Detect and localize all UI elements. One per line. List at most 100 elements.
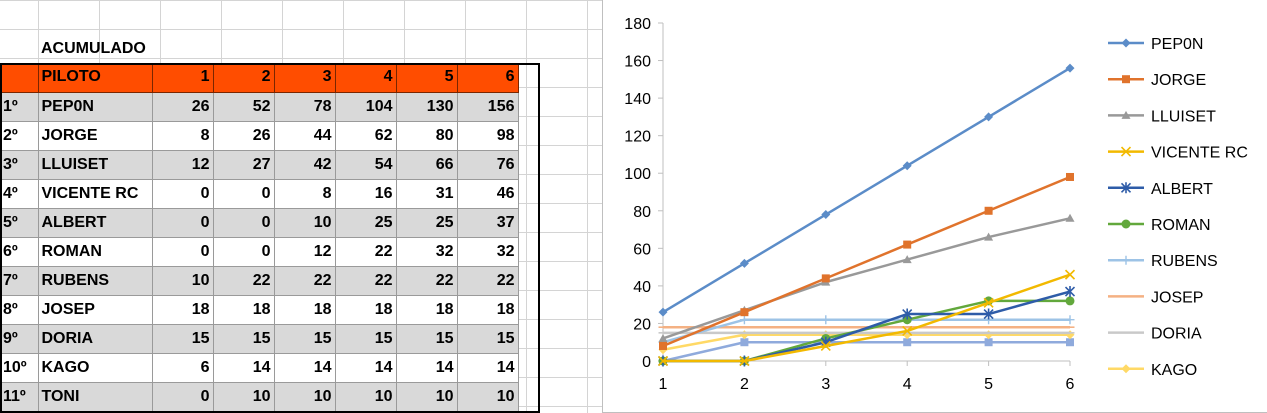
- value-cell[interactable]: 78: [274, 92, 336, 122]
- value-cell[interactable]: 26: [152, 92, 214, 122]
- value-cell[interactable]: 14: [396, 353, 458, 383]
- position-cell[interactable]: 1º: [0, 92, 39, 122]
- value-cell[interactable]: 10: [396, 382, 458, 412]
- header-cell-piloto[interactable]: PILOTO: [38, 63, 153, 93]
- table-row: 3º LLUISET 12 27 42 54 66 76: [0, 150, 519, 180]
- y-tick-label: 160: [624, 54, 651, 71]
- position-cell[interactable]: 9º: [0, 324, 39, 354]
- value-cell[interactable]: 0: [152, 208, 214, 238]
- value-cell[interactable]: 18: [213, 295, 275, 325]
- value-cell[interactable]: 18: [396, 295, 458, 325]
- pilot-name-cell[interactable]: VICENTE RC: [38, 179, 153, 209]
- position-cell[interactable]: 5º: [0, 208, 39, 238]
- value-cell[interactable]: 10: [457, 382, 519, 412]
- value-cell[interactable]: 14: [213, 353, 275, 383]
- value-cell[interactable]: 10: [274, 382, 336, 412]
- value-cell[interactable]: 18: [152, 295, 214, 325]
- value-cell[interactable]: 37: [457, 208, 519, 238]
- value-cell[interactable]: 8: [274, 179, 336, 209]
- header-cell-race-4[interactable]: 4: [335, 63, 397, 93]
- header-cell-blank[interactable]: [0, 63, 39, 93]
- value-cell[interactable]: 52: [213, 92, 275, 122]
- position-cell[interactable]: 4º: [0, 179, 39, 209]
- value-cell[interactable]: 130: [396, 92, 458, 122]
- position-cell[interactable]: 3º: [0, 150, 39, 180]
- pilot-name-cell[interactable]: ALBERT: [38, 208, 153, 238]
- pilot-name-cell[interactable]: JOSEP: [38, 295, 153, 325]
- value-cell[interactable]: 15: [152, 324, 214, 354]
- value-cell[interactable]: 44: [274, 121, 336, 151]
- value-cell[interactable]: 22: [457, 266, 519, 296]
- value-cell[interactable]: 15: [396, 324, 458, 354]
- value-cell[interactable]: 54: [335, 150, 397, 180]
- value-cell[interactable]: 10: [152, 266, 214, 296]
- value-cell[interactable]: 15: [213, 324, 275, 354]
- value-cell[interactable]: 62: [335, 121, 397, 151]
- value-cell[interactable]: 10: [213, 382, 275, 412]
- value-cell[interactable]: 18: [335, 295, 397, 325]
- pilot-name-cell[interactable]: ROMAN: [38, 237, 153, 267]
- pilot-name-cell[interactable]: KAGO: [38, 353, 153, 383]
- value-cell[interactable]: 15: [457, 324, 519, 354]
- value-cell[interactable]: 12: [152, 150, 214, 180]
- pilot-name-cell[interactable]: LLUISET: [38, 150, 153, 180]
- value-cell[interactable]: 10: [335, 382, 397, 412]
- value-cell[interactable]: 32: [396, 237, 458, 267]
- value-cell[interactable]: 22: [335, 237, 397, 267]
- value-cell[interactable]: 22: [396, 266, 458, 296]
- pilot-name-cell[interactable]: JORGE: [38, 121, 153, 151]
- header-cell-race-1[interactable]: 1: [152, 63, 214, 93]
- value-cell[interactable]: 26: [213, 121, 275, 151]
- value-cell[interactable]: 22: [335, 266, 397, 296]
- value-cell[interactable]: 25: [335, 208, 397, 238]
- position-cell[interactable]: 8º: [0, 295, 39, 325]
- value-cell[interactable]: 22: [274, 266, 336, 296]
- pilot-name-cell[interactable]: TONI: [38, 382, 153, 412]
- value-cell[interactable]: 6: [152, 353, 214, 383]
- value-cell[interactable]: 0: [213, 237, 275, 267]
- value-cell[interactable]: 14: [457, 353, 519, 383]
- value-cell[interactable]: 0: [152, 179, 214, 209]
- value-cell[interactable]: 27: [213, 150, 275, 180]
- value-cell[interactable]: 25: [396, 208, 458, 238]
- value-cell[interactable]: 12: [274, 237, 336, 267]
- value-cell[interactable]: 16: [335, 179, 397, 209]
- value-cell[interactable]: 80: [396, 121, 458, 151]
- value-cell[interactable]: 14: [274, 353, 336, 383]
- value-cell[interactable]: 10: [274, 208, 336, 238]
- position-cell[interactable]: 10º: [0, 353, 39, 383]
- header-cell-race-6[interactable]: 6: [457, 63, 519, 93]
- position-cell[interactable]: 2º: [0, 121, 39, 151]
- value-cell[interactable]: 66: [396, 150, 458, 180]
- value-cell[interactable]: 0: [152, 237, 214, 267]
- value-cell[interactable]: 22: [213, 266, 275, 296]
- value-cell[interactable]: 14: [335, 353, 397, 383]
- pilot-name-cell[interactable]: PEP0N: [38, 92, 153, 122]
- pilot-name-cell[interactable]: RUBENS: [38, 266, 153, 296]
- header-cell-race-3[interactable]: 3: [274, 63, 336, 93]
- pilot-name-cell[interactable]: DORIA: [38, 324, 153, 354]
- position-cell[interactable]: 11º: [0, 382, 39, 412]
- value-cell[interactable]: 0: [213, 208, 275, 238]
- value-cell[interactable]: 8: [152, 121, 214, 151]
- position-cell[interactable]: 6º: [0, 237, 39, 267]
- value-cell[interactable]: 156: [457, 92, 519, 122]
- value-cell[interactable]: 32: [457, 237, 519, 267]
- value-cell[interactable]: 104: [335, 92, 397, 122]
- value-cell[interactable]: 0: [152, 382, 214, 412]
- value-cell[interactable]: 42: [274, 150, 336, 180]
- value-cell[interactable]: 0: [213, 179, 275, 209]
- value-cell[interactable]: 46: [457, 179, 519, 209]
- sheet-title[interactable]: ACUMULADO: [41, 40, 146, 57]
- line-chart[interactable]: 0 20 40 60 80 100 120 140 160 180 1 2 3 4 5 6 PEP0N JORGE…: [602, 0, 1267, 413]
- value-cell[interactable]: 15: [335, 324, 397, 354]
- value-cell[interactable]: 18: [274, 295, 336, 325]
- value-cell[interactable]: 31: [396, 179, 458, 209]
- value-cell[interactable]: 18: [457, 295, 519, 325]
- position-cell[interactable]: 7º: [0, 266, 39, 296]
- value-cell[interactable]: 15: [274, 324, 336, 354]
- header-cell-race-5[interactable]: 5: [396, 63, 458, 93]
- header-cell-race-2[interactable]: 2: [213, 63, 275, 93]
- value-cell[interactable]: 76: [457, 150, 519, 180]
- value-cell[interactable]: 98: [457, 121, 519, 151]
